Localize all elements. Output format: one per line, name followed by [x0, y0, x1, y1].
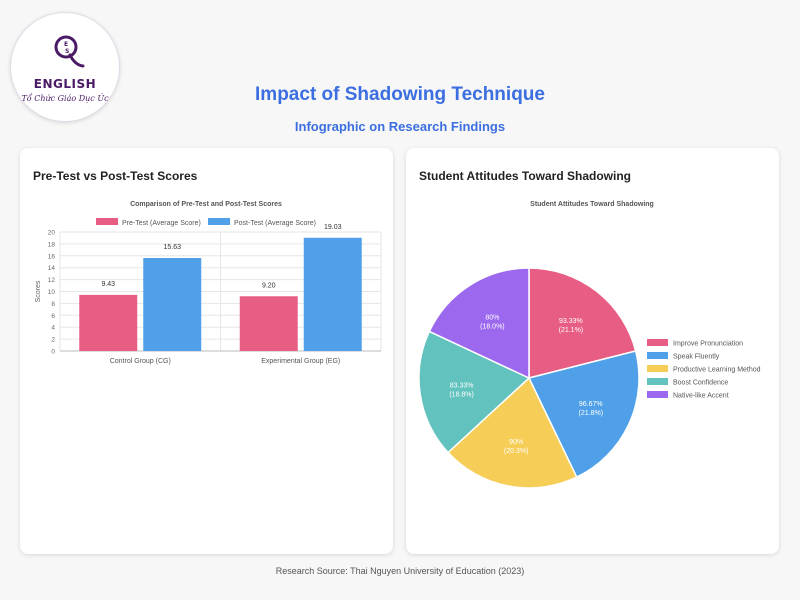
slice-share-label: (21.8%)	[579, 410, 604, 417]
y-tick-label: 2	[51, 337, 55, 344]
bar-card-title: Pre-Test vs Post-Test Scores	[33, 169, 198, 183]
bar-value-label: 9.43	[101, 281, 115, 288]
y-tick-label: 16	[48, 253, 56, 260]
slice-value-label: 96.67%	[579, 401, 603, 408]
y-tick-label: 18	[48, 241, 56, 248]
legend-swatch	[96, 218, 118, 225]
legend-label: Boost Confidence	[673, 380, 728, 387]
slice-share-label: (18.8%)	[449, 391, 474, 398]
bar-chart: Comparison of Pre-Test and Post-Test Sco…	[35, 201, 382, 365]
y-tick-label: 10	[48, 289, 56, 296]
page-title: Impact of Shadowing Technique	[255, 84, 545, 105]
pie-slice	[527, 350, 640, 479]
x-tick-label: Experimental Group (EG)	[261, 358, 340, 365]
legend-label: Improve Pronunciation	[673, 341, 743, 348]
slice-share-label: (20.3%)	[504, 448, 529, 455]
bar-value-label: 15.63	[163, 244, 181, 251]
bar	[79, 294, 138, 351]
y-tick-label: 12	[48, 277, 56, 284]
y-tick-label: 6	[51, 313, 55, 320]
legend-swatch	[647, 391, 668, 398]
slice-share-label: (21.1%)	[559, 327, 584, 334]
svg-text:S: S	[65, 48, 69, 55]
slice-value-label: 80%	[485, 314, 499, 321]
pie-chart-title: Student Attitudes Toward Shadowing	[530, 201, 654, 208]
bar-value-label: 19.03	[324, 224, 342, 231]
legend-swatch	[647, 378, 668, 385]
pie-slice	[447, 376, 578, 489]
slice-value-label: 93.33%	[559, 318, 583, 325]
research-source: Research Source: Thai Nguyen University …	[275, 566, 525, 576]
x-tick-label: Control Group (CG)	[110, 358, 171, 365]
q-es-monogram-icon: E S	[54, 35, 85, 68]
legend-label: Pre-Test (Average Score)	[122, 220, 201, 227]
legend-swatch	[208, 218, 230, 225]
legend-label: Productive Learning Method	[673, 367, 761, 374]
y-tick-label: 20	[48, 230, 56, 237]
bar	[143, 258, 202, 351]
y-tick-label: 0	[51, 349, 55, 356]
bar-value-label: 9.20	[262, 282, 276, 289]
pie-slice	[418, 330, 531, 454]
pie-slice	[528, 267, 637, 379]
y-axis-label: Scores	[35, 280, 42, 302]
bar	[303, 237, 362, 351]
legend-label: Post-Test (Average Score)	[234, 220, 316, 227]
brand-tagline: Tổ Chức Giáo Dục Úc	[21, 94, 109, 103]
y-tick-label: 14	[48, 265, 56, 272]
pie-chart: Student Attitudes Toward Shadowing 93.33%…	[418, 201, 761, 489]
legend-swatch	[647, 365, 668, 372]
bar	[239, 296, 298, 351]
bar-chart-card: Pre-Test vs Post-Test Scores Comparison …	[20, 148, 393, 554]
slice-share-label: (18.0%)	[480, 323, 505, 330]
y-tick-label: 4	[51, 325, 55, 332]
slice-value-label: 83.33%	[450, 382, 474, 389]
legend-label: Native-like Accent	[673, 393, 729, 400]
y-tick-label: 8	[51, 301, 55, 308]
legend-swatch	[647, 352, 668, 359]
brand-logo: E S ENGLISH Tổ Chức Giáo Dục Úc	[10, 12, 120, 122]
pie-chart-card: Student Attitudes Toward Shadowing Stude…	[406, 148, 779, 554]
svg-text:E: E	[64, 41, 68, 48]
slice-value-label: 90%	[509, 439, 523, 446]
brand-name: ENGLISH	[33, 77, 97, 91]
pie-slice	[428, 267, 530, 380]
bar-chart-title: Comparison of Pre-Test and Post-Test Sco…	[130, 201, 282, 208]
legend-label: Speak Fluently	[673, 354, 720, 361]
pie-card-title: Student Attitudes Toward Shadowing	[419, 169, 631, 183]
legend-swatch	[647, 339, 668, 346]
page-subtitle: Infographic on Research Findings	[294, 119, 506, 134]
